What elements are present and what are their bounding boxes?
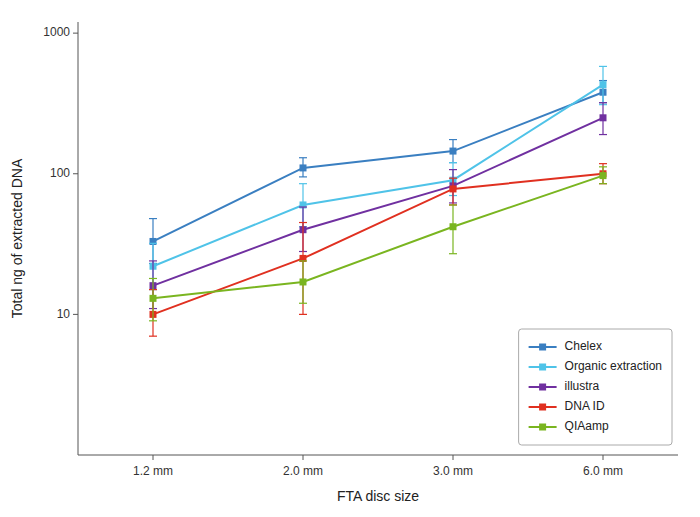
legend-marker xyxy=(539,344,546,351)
error-bar-cap xyxy=(149,336,157,337)
x-tick xyxy=(153,455,154,460)
error-bar-cap xyxy=(149,320,157,321)
error-bar-cap xyxy=(449,162,457,163)
error-bar-cap xyxy=(599,183,607,184)
plot-area xyxy=(149,66,607,336)
legend-marker xyxy=(539,424,546,431)
legend-label: illustra xyxy=(565,379,600,393)
y-tick-label: 1000 xyxy=(43,25,70,39)
error-bar xyxy=(449,205,457,254)
error-bar-cap xyxy=(149,243,157,244)
error-bar-cap xyxy=(299,176,307,177)
series-line xyxy=(153,176,603,299)
x-tick-label: 6.0 mm xyxy=(583,464,623,478)
point xyxy=(600,114,607,121)
legend-label: DNA ID xyxy=(565,399,605,413)
y-tick xyxy=(73,33,78,34)
series xyxy=(149,167,607,321)
error-bar-cap xyxy=(149,218,157,219)
error-bar-cap xyxy=(149,260,157,261)
error-bar-cap xyxy=(299,157,307,158)
x-tick xyxy=(603,455,604,460)
error-bar xyxy=(599,66,607,104)
error-bar-cap xyxy=(599,166,607,167)
series-line xyxy=(153,92,603,241)
error-bar-cap xyxy=(449,139,457,140)
point xyxy=(150,295,157,302)
series xyxy=(149,164,607,337)
legend-label: QIAamp xyxy=(565,419,609,433)
legend: Chelex Organic extraction illustra DNA ID QI… xyxy=(519,329,672,445)
error-bar-cap xyxy=(449,253,457,254)
point xyxy=(300,278,307,285)
legend-label: Organic extraction xyxy=(565,359,662,373)
legend-marker xyxy=(539,384,546,391)
error-bar-cap xyxy=(299,183,307,184)
legend-label: Chelex xyxy=(565,339,602,353)
series xyxy=(149,81,607,264)
error-bar-cap xyxy=(599,102,607,103)
error-bar-cap xyxy=(449,204,457,205)
error-bar-cap xyxy=(599,183,607,184)
error-bar-cap xyxy=(599,163,607,164)
legend-marker xyxy=(539,364,546,371)
x-axis-label: FTA disc size xyxy=(337,488,419,504)
x-tick-label: 2.0 mm xyxy=(283,464,323,478)
error-bar-cap xyxy=(599,102,607,103)
y-tick xyxy=(73,173,78,174)
x-axis-line xyxy=(78,455,678,456)
error-bar xyxy=(299,158,307,177)
error-bar-cap xyxy=(299,206,307,207)
error-bar xyxy=(599,164,607,184)
error-bar-cap xyxy=(449,204,457,205)
point xyxy=(600,172,607,179)
y-tick xyxy=(73,314,78,315)
chart: 10 100 1000 1.2 mm 2.0 mm 3.0 mm 6.0 mm FTA dis… xyxy=(0,0,700,517)
error-bar-cap xyxy=(149,278,157,279)
error-bar xyxy=(449,140,457,163)
error-bar xyxy=(149,278,157,320)
error-bar xyxy=(449,178,457,205)
x-tick-label: 3.0 mm xyxy=(433,464,473,478)
x-tick xyxy=(453,455,454,460)
legend-box xyxy=(519,329,672,445)
point xyxy=(450,223,457,230)
error-bar xyxy=(599,103,607,135)
point xyxy=(450,148,457,155)
error-bar-cap xyxy=(599,66,607,67)
error-bar xyxy=(599,167,607,184)
error-bar xyxy=(299,223,307,315)
error-bar-cap xyxy=(449,178,457,179)
error-bar xyxy=(299,261,307,303)
y-tick-label: 100 xyxy=(50,166,70,180)
error-bar-cap xyxy=(299,222,307,223)
error-bar-cap xyxy=(449,162,457,163)
series-line xyxy=(153,85,603,267)
point xyxy=(600,81,607,88)
point xyxy=(450,185,457,192)
error-bar-cap xyxy=(299,260,307,261)
error-bar-cap xyxy=(599,134,607,135)
x-tick-label: 1.2 mm xyxy=(133,464,173,478)
point xyxy=(150,238,157,245)
y-axis-label: Total ng of extracted DNA xyxy=(9,158,25,318)
error-bar-cap xyxy=(449,169,457,170)
error-bar-cap xyxy=(299,314,307,315)
y-tick-label: 10 xyxy=(57,307,71,321)
point xyxy=(300,164,307,171)
error-bar-cap xyxy=(299,303,307,304)
series-line xyxy=(153,174,603,315)
point xyxy=(300,255,307,262)
x-tick xyxy=(303,455,304,460)
point xyxy=(300,201,307,208)
series xyxy=(149,66,607,289)
legend-marker xyxy=(539,404,546,411)
series-line xyxy=(153,118,603,286)
y-axis-line xyxy=(78,22,79,455)
series xyxy=(149,103,607,309)
error-bar-stem xyxy=(302,223,303,315)
